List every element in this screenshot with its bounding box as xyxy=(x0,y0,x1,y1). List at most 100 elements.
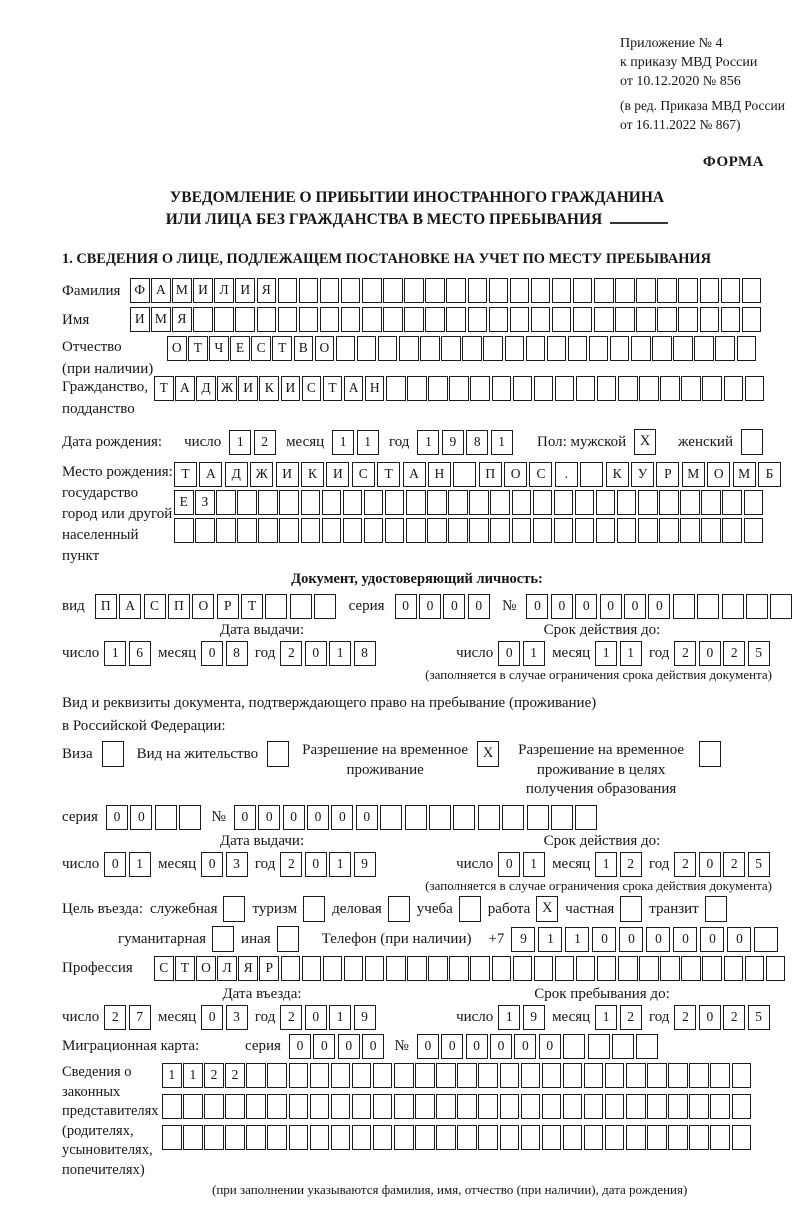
char-box[interactable] xyxy=(723,955,744,981)
char-box[interactable]: Б xyxy=(757,462,781,487)
char-box[interactable] xyxy=(267,1063,287,1088)
char-box[interactable]: О xyxy=(504,462,528,487)
char-box[interactable] xyxy=(288,1094,309,1119)
char-box[interactable] xyxy=(721,593,744,619)
char-box[interactable]: Л xyxy=(217,955,237,981)
char-box[interactable] xyxy=(279,518,299,543)
char-box[interactable] xyxy=(477,804,500,830)
char-box[interactable] xyxy=(404,307,424,332)
char-box[interactable] xyxy=(386,376,406,401)
char-box[interactable] xyxy=(453,462,477,487)
char-box[interactable] xyxy=(668,1125,688,1150)
char-box[interactable] xyxy=(533,376,554,401)
char-box[interactable]: 0 xyxy=(394,593,417,619)
char-box[interactable] xyxy=(618,955,638,981)
char-box[interactable] xyxy=(681,955,701,981)
char-box[interactable] xyxy=(309,1094,330,1119)
char-box[interactable]: Т xyxy=(377,462,401,487)
char-box[interactable] xyxy=(701,490,721,515)
char-box[interactable] xyxy=(731,1094,752,1119)
char-box[interactable] xyxy=(330,1125,351,1150)
char-box[interactable]: 0 xyxy=(498,851,521,877)
char-box[interactable]: 6 xyxy=(128,640,151,666)
char-box[interactable]: 1 xyxy=(329,640,352,666)
char-box[interactable] xyxy=(594,307,614,332)
char-box[interactable]: 0 xyxy=(489,1033,512,1059)
char-box[interactable] xyxy=(298,278,319,303)
char-box[interactable] xyxy=(407,376,427,401)
char-box[interactable] xyxy=(616,490,637,515)
char-box[interactable] xyxy=(699,307,720,332)
char-box[interactable] xyxy=(736,336,757,361)
char-box[interactable] xyxy=(372,1094,393,1119)
char-box[interactable] xyxy=(356,336,377,361)
char-box[interactable] xyxy=(502,804,525,830)
transit-checkbox[interactable] xyxy=(704,896,727,922)
char-box[interactable] xyxy=(652,336,672,361)
char-box[interactable] xyxy=(330,1094,351,1119)
char-box[interactable]: 1 xyxy=(162,1063,182,1088)
char-box[interactable]: 1 xyxy=(595,1004,618,1030)
char-box[interactable]: Я xyxy=(256,278,277,303)
char-box[interactable]: 1 xyxy=(417,429,440,455)
char-box[interactable]: 0 xyxy=(201,851,224,877)
char-box[interactable] xyxy=(583,1094,604,1119)
char-box[interactable]: 2 xyxy=(225,1063,245,1088)
char-box[interactable] xyxy=(754,926,779,952)
char-box[interactable]: 0 xyxy=(313,1033,336,1059)
char-box[interactable] xyxy=(427,490,447,515)
char-box[interactable] xyxy=(380,804,403,830)
char-box[interactable] xyxy=(765,955,786,981)
char-box[interactable]: Т xyxy=(272,336,292,361)
char-box[interactable] xyxy=(533,955,554,981)
char-box[interactable] xyxy=(702,955,722,981)
char-box[interactable]: И xyxy=(130,307,150,332)
char-box[interactable]: Н xyxy=(427,462,451,487)
char-box[interactable] xyxy=(659,490,679,515)
char-box[interactable]: 2 xyxy=(280,851,303,877)
char-box[interactable] xyxy=(470,376,490,401)
char-box[interactable] xyxy=(530,307,551,332)
char-box[interactable]: Ф xyxy=(130,278,150,303)
char-box[interactable] xyxy=(731,1063,752,1088)
char-box[interactable]: 8 xyxy=(225,640,248,666)
char-box[interactable] xyxy=(541,1063,562,1088)
char-box[interactable] xyxy=(462,336,482,361)
char-box[interactable] xyxy=(520,1094,541,1119)
char-box[interactable] xyxy=(258,490,278,515)
char-box[interactable] xyxy=(340,307,361,332)
char-box[interactable]: 0 xyxy=(306,804,329,830)
char-box[interactable] xyxy=(488,278,509,303)
char-box[interactable] xyxy=(551,278,572,303)
residence-permit-checkbox[interactable] xyxy=(267,741,290,767)
char-box[interactable] xyxy=(541,1094,562,1119)
char-box[interactable]: 0 xyxy=(698,640,721,666)
char-box[interactable] xyxy=(699,278,720,303)
char-box[interactable] xyxy=(183,1094,203,1119)
char-box[interactable] xyxy=(288,1063,309,1088)
char-box[interactable]: И xyxy=(275,462,299,487)
char-box[interactable] xyxy=(562,1125,583,1150)
official-checkbox[interactable] xyxy=(223,896,246,922)
char-box[interactable] xyxy=(363,490,384,515)
char-box[interactable]: Л xyxy=(214,278,234,303)
char-box[interactable] xyxy=(490,518,510,543)
char-box[interactable]: 0 xyxy=(418,593,441,619)
char-box[interactable] xyxy=(636,278,656,303)
char-box[interactable] xyxy=(511,490,531,515)
char-box[interactable] xyxy=(404,278,424,303)
char-box[interactable] xyxy=(626,1063,646,1088)
char-box[interactable] xyxy=(541,1125,562,1150)
char-box[interactable] xyxy=(399,336,419,361)
char-box[interactable] xyxy=(428,376,448,401)
char-box[interactable] xyxy=(626,1094,646,1119)
char-box[interactable]: С xyxy=(154,955,174,981)
char-box[interactable] xyxy=(636,307,656,332)
char-box[interactable]: Ж xyxy=(250,462,274,487)
char-box[interactable] xyxy=(660,955,680,981)
char-box[interactable]: 0 xyxy=(498,640,521,666)
char-box[interactable] xyxy=(626,1125,646,1150)
char-box[interactable] xyxy=(546,336,567,361)
char-box[interactable] xyxy=(563,1033,586,1059)
char-box[interactable]: 1 xyxy=(329,851,352,877)
